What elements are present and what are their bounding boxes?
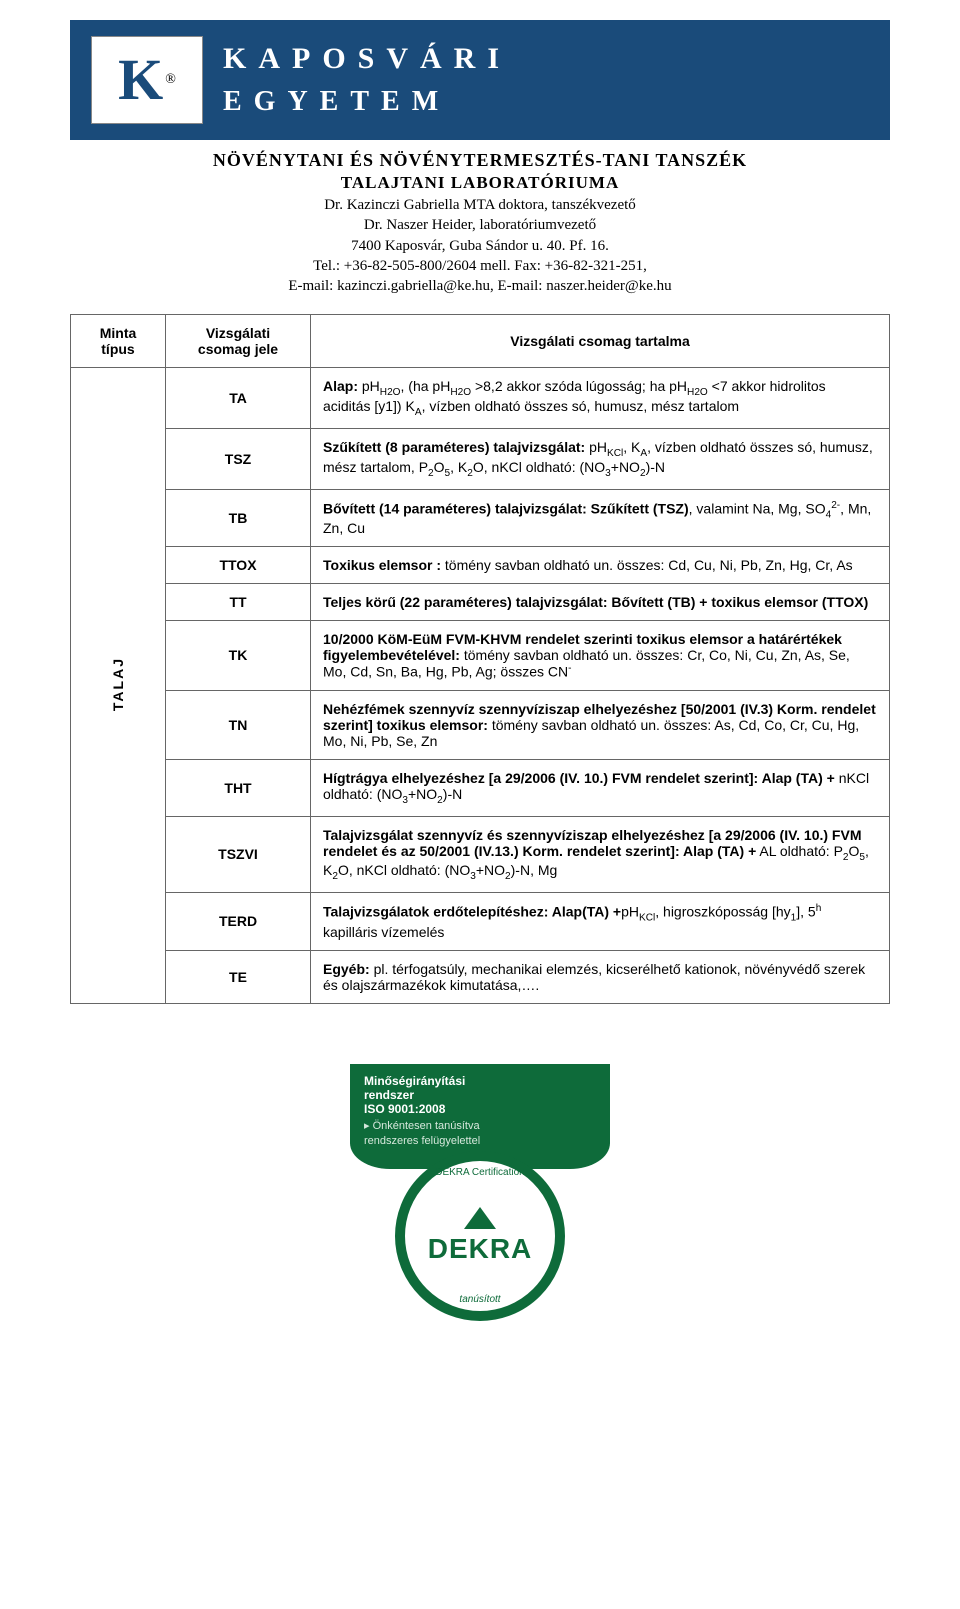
laboratory-name: TALAJTANI LABORATÓRIUMA — [70, 172, 890, 195]
table-row: TK10/2000 KöM-EüM FVM-KHVM rendelet szer… — [71, 621, 890, 691]
package-code: TB — [166, 489, 311, 546]
badge-sub1: ▸ Önkéntesen tanúsítva — [364, 1119, 596, 1132]
banner-line1: KAPOSVÁRI — [223, 42, 511, 76]
badge-title1: Minőségirányítási — [364, 1074, 596, 1088]
table-row: THTHígtrágya elhelyezéshez [a 29/2006 (I… — [71, 759, 890, 816]
package-code: TN — [166, 690, 311, 759]
badge-arc-bot: tanúsított — [405, 1294, 555, 1305]
package-code: TSZ — [166, 429, 311, 490]
logo-letter: K — [118, 51, 163, 109]
table-body: TALAJ TAAlap: pHH2O, (ha pHH2O >8,2 akkor… — [71, 368, 890, 1003]
package-code: TT — [166, 584, 311, 621]
banner-line2: EGYETEM — [223, 86, 511, 118]
package-description: Egyéb: pl. térfogatsúly, mechanikai elem… — [311, 950, 890, 1003]
table-row: TSZSzűkített (8 paraméteres) talajvizsgá… — [71, 429, 890, 490]
department-name: NÖVÉNYTANI ÉS NÖVÉNYTERMESZTÉS-TANI TANS… — [70, 148, 890, 172]
letterhead: NÖVÉNYTANI ÉS NÖVÉNYTERMESZTÉS-TANI TANS… — [70, 148, 890, 296]
director-line: Dr. Kazinczi Gabriella MTA doktora, tans… — [70, 195, 890, 215]
table-row: TALAJTAAlap: pHH2O, (ha pHH2O >8,2 akkor… — [71, 368, 890, 429]
package-description: Talajvizsgálatok erdőtelepítéshez: Alap(… — [311, 893, 890, 950]
badge-arc-top: DEKRA Certification — [405, 1167, 555, 1178]
phone-line: Tel.: +36-82-505-800/2604 mell. Fax: +36… — [70, 256, 890, 276]
packages-table: Minta típus Vizsgálati csomag jele Vizsg… — [70, 314, 890, 1003]
package-code: TK — [166, 621, 311, 691]
table-row: TTOXToxikus elemsor : tömény savban oldh… — [71, 547, 890, 584]
banner-logo: K® — [91, 36, 203, 124]
package-description: Bővített (14 paraméteres) talajvizsgálat… — [311, 489, 890, 546]
package-code: TE — [166, 950, 311, 1003]
banner-text: KAPOSVÁRI EGYETEM — [223, 42, 511, 118]
package-description: Alap: pHH2O, (ha pHH2O >8,2 akkor szóda … — [311, 368, 890, 429]
table-row: TEEgyéb: pl. térfogatsúly, mechanikai el… — [71, 950, 890, 1003]
emails-line: E-mail: kazinczi.gabriella@ke.hu, E-mail… — [70, 276, 890, 296]
package-description: 10/2000 KöM-EüM FVM-KHVM rendelet szerin… — [311, 621, 890, 691]
university-banner: K® KAPOSVÁRI EGYETEM — [70, 20, 890, 140]
package-code: TSZVI — [166, 816, 311, 893]
package-code: TERD — [166, 893, 311, 950]
table-row: TBBővített (14 paraméteres) talajvizsgál… — [71, 489, 890, 546]
package-code: TTOX — [166, 547, 311, 584]
badge-title2: rendszer — [364, 1088, 596, 1102]
badge-iso: ISO 9001:2008 — [364, 1102, 596, 1116]
table-row: TSZVITalajvizsgálat szennyvíz és szennyv… — [71, 816, 890, 893]
table-row: TNNehézfémek szennyvíz szennyvíziszap el… — [71, 690, 890, 759]
table-row: TERDTalajvizsgálatok erdőtelepítéshez: A… — [71, 893, 890, 950]
certification-badge: Minőségirányítási rendszer ISO 9001:2008… — [350, 1064, 610, 1321]
badge-sub2: rendszeres felügyelettel — [364, 1135, 596, 1147]
table-row: TTTeljes körű (22 paraméteres) talajvizs… — [71, 584, 890, 621]
package-description: Nehézfémek szennyvíz szennyvíziszap elhe… — [311, 690, 890, 759]
logo-reg-mark: ® — [165, 72, 176, 88]
triangle-icon — [464, 1207, 496, 1229]
th-package-code: Vizsgálati csomag jele — [166, 315, 311, 368]
sample-type-label: TALAJ — [110, 657, 126, 711]
package-description: Toxikus elemsor : tömény savban oldható … — [311, 547, 890, 584]
address-line: 7400 Kaposvár, Guba Sándor u. 40. Pf. 16… — [70, 236, 890, 256]
package-description: Talajvizsgálat szennyvíz és szennyvízisz… — [311, 816, 890, 893]
package-code: THT — [166, 759, 311, 816]
badge-brand: DEKRA — [428, 1233, 533, 1265]
package-description: Hígtrágya elhelyezéshez [a 29/2006 (IV. … — [311, 759, 890, 816]
package-description: Szűkített (8 paraméteres) talajvizsgálat… — [311, 429, 890, 490]
badge-seal: DEKRA Certification DEKRA tanúsított — [395, 1151, 565, 1321]
th-package-content: Vizsgálati csomag tartalma — [311, 315, 890, 368]
th-sample-type: Minta típus — [71, 315, 166, 368]
package-description: Teljes körű (22 paraméteres) talajvizsgá… — [311, 584, 890, 621]
package-code: TA — [166, 368, 311, 429]
labhead-line: Dr. Naszer Heider, laboratóriumvezető — [70, 215, 890, 235]
sample-type-cell: TALAJ — [71, 368, 166, 1003]
